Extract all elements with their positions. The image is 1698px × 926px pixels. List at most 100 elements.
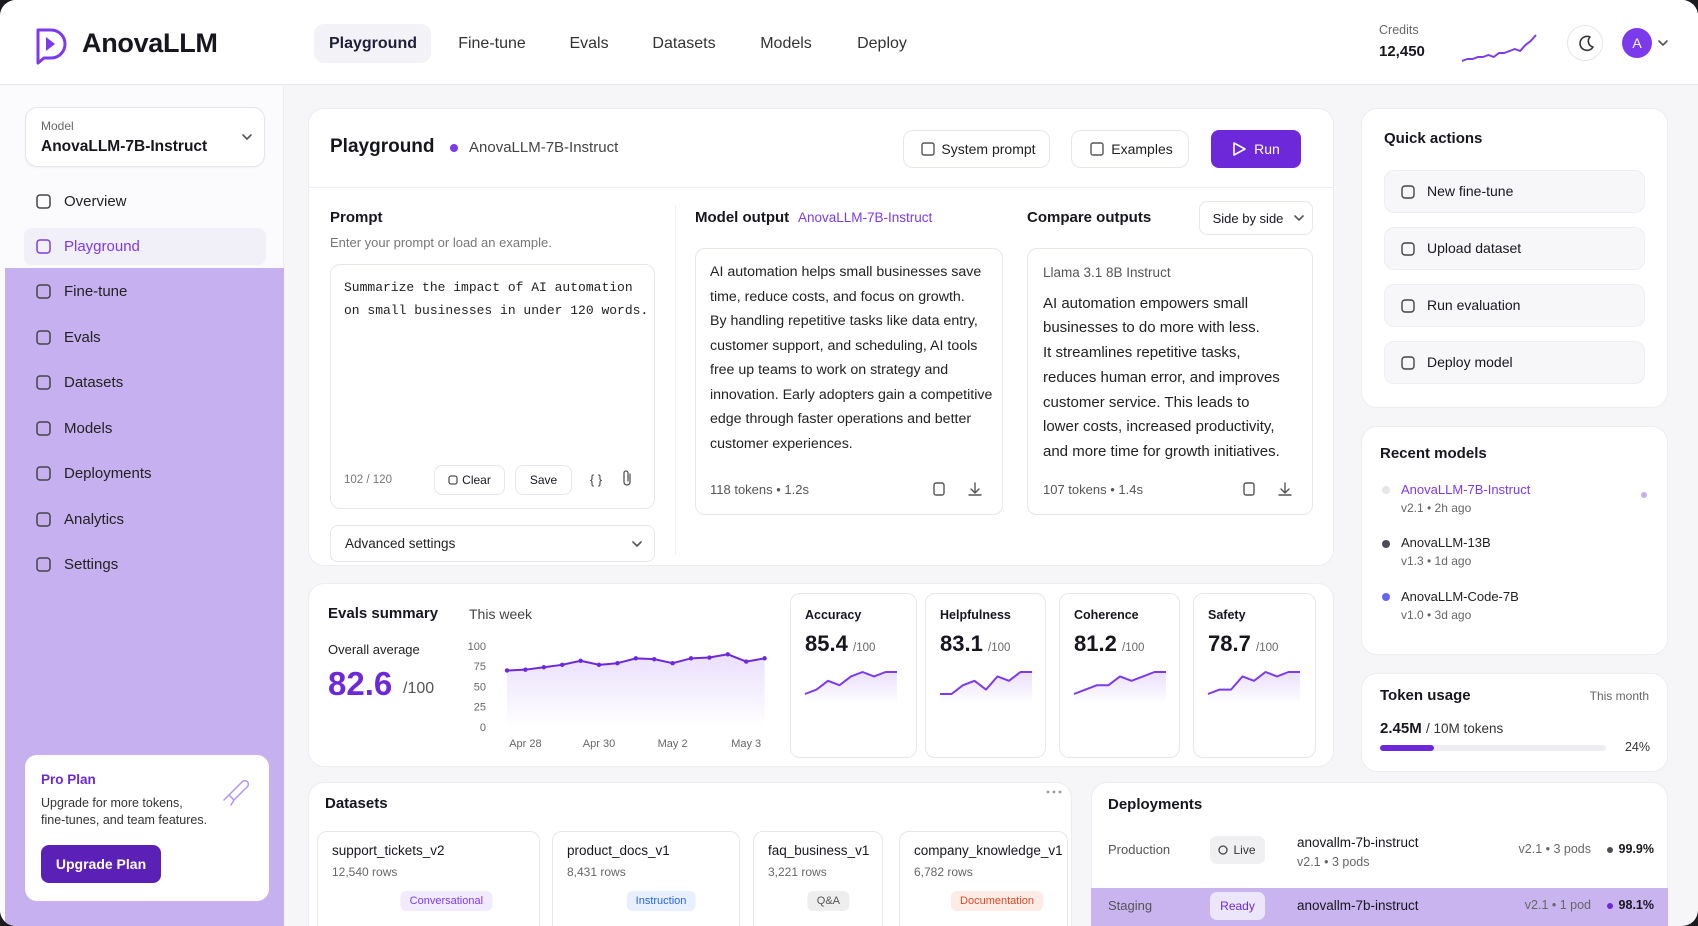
- compare-meta: 107 tokens • 1.4s: [1043, 481, 1143, 497]
- divider: [675, 205, 676, 555]
- deployment-name: anovallm-7b-instruct: [1297, 834, 1419, 850]
- sidebar-menu-item[interactable]: Settings: [64, 555, 119, 573]
- dataset-tag: Conversational: [400, 891, 493, 911]
- metric-unit: /100: [853, 641, 876, 654]
- metric-score: 81.2: [1074, 631, 1117, 657]
- recent-models-card: [1361, 426, 1668, 655]
- nav-active-bg: [314, 24, 431, 63]
- compare-title: Compare outputs: [1027, 208, 1152, 226]
- recent-model-name: AnovaLLM-7B-Instruct: [1401, 481, 1531, 497]
- sidebar-menu-item[interactable]: Fine-tune: [64, 282, 128, 300]
- metric-score: 85.4: [805, 631, 848, 657]
- deployment-meta: v2.1 • 1 pod: [1524, 898, 1591, 913]
- dataset-name: faq_business_v1: [768, 842, 870, 858]
- compare-text: and more time for growth initiatives.: [1043, 442, 1280, 460]
- metric-unit: /100: [1256, 641, 1279, 654]
- nav-item[interactable]: Evals: [569, 35, 609, 53]
- output-box: [695, 248, 1003, 515]
- compare-mode-select[interactable]: Side by side: [1199, 201, 1313, 235]
- selected-dot[interactable]: [1641, 492, 1647, 498]
- recent-model-name: AnovaLLM-Code-7B: [1401, 588, 1519, 604]
- save-button[interactable]: Save: [515, 465, 572, 495]
- metric-score: 78.7: [1208, 631, 1251, 657]
- pro-text: Upgrade for more tokens,: [41, 796, 183, 811]
- quick-action-label[interactable]: New fine-tune: [1427, 183, 1514, 200]
- token-period: This month: [1589, 688, 1649, 703]
- model-dot: [1382, 593, 1390, 601]
- metric-name: Safety: [1208, 608, 1246, 623]
- nav-item[interactable]: Datasets: [652, 35, 716, 53]
- tokens-total: / 10M tokens: [1426, 720, 1504, 736]
- recent-model-meta: v2.1 • 2h ago: [1401, 500, 1472, 515]
- metric-name: Coherence: [1074, 608, 1139, 623]
- nav-item[interactable]: Playground: [328, 35, 418, 53]
- compare-text: reduces human error, and improves: [1043, 368, 1280, 386]
- metric-unit: /100: [1122, 641, 1145, 654]
- quick-action-button[interactable]: [1384, 284, 1645, 327]
- dataset-rows: 3,221 rows: [768, 864, 827, 879]
- run-button[interactable]: Run: [1211, 130, 1301, 168]
- output-text: free up teams to work on strategy and: [710, 362, 949, 379]
- clear-button[interactable]: Clear: [434, 465, 505, 495]
- dataset-tag: Q&A: [807, 891, 850, 911]
- deployment-env: Production: [1108, 841, 1171, 857]
- sidebar-menu-item[interactable]: Deployments: [64, 464, 152, 482]
- dataset-rows: 12,540 rows: [332, 864, 398, 879]
- system-prompt-button[interactable]: System prompt: [903, 130, 1050, 168]
- deployment-status: Live: [1210, 836, 1265, 864]
- quick-action-button[interactable]: [1384, 341, 1645, 384]
- output-model: AnovaLLM-7B-Instruct: [798, 209, 933, 225]
- format-toggle[interactable]: { }: [589, 471, 603, 487]
- sidebar-menu-item[interactable]: Playground: [64, 237, 140, 255]
- output-text: edge through faster operations and bette…: [710, 411, 972, 428]
- sidebar-menu-item[interactable]: Analytics: [64, 510, 125, 528]
- metric-unit: /100: [988, 641, 1011, 654]
- nav-item[interactable]: Fine-tune: [458, 35, 526, 53]
- sidebar-menu-item[interactable]: Evals: [64, 328, 101, 346]
- playground-title: Playground: [330, 136, 435, 158]
- upgrade-button[interactable]: Upgrade Plan: [41, 845, 161, 883]
- model-select[interactable]: [25, 107, 265, 167]
- sidebar-menu-item[interactable]: Models: [64, 419, 113, 437]
- brand: AnovaLLM: [82, 28, 218, 59]
- credits-value: 12,450: [1379, 42, 1425, 60]
- output-text: innovation. Early adopters gain a compet…: [710, 386, 993, 403]
- sidebar-menu-item[interactable]: Overview: [64, 192, 127, 210]
- prompt-text: Summarize the impact of AI automation: [344, 279, 633, 295]
- prompt-text: on small businesses in under 120 words.: [344, 302, 649, 318]
- nav-item[interactable]: Deploy: [857, 35, 907, 53]
- deployment-name: anovallm-7b-instruct: [1297, 897, 1419, 913]
- dataset-name: company_knowledge_v1: [914, 842, 1063, 858]
- usage-percent: 24%: [1624, 740, 1650, 755]
- avatar-button[interactable]: A: [1622, 28, 1652, 58]
- quick-action-label[interactable]: Deploy model: [1427, 354, 1513, 371]
- deployment-meta: v2.1 • 3 pods: [1518, 842, 1591, 857]
- advanced-settings-select[interactable]: [330, 525, 655, 562]
- sidebar-menu-item[interactable]: Datasets: [64, 373, 124, 391]
- usage-bar: [1380, 745, 1435, 751]
- nav-item[interactable]: Models: [760, 35, 812, 53]
- model-dot: [1382, 539, 1390, 548]
- chart-title: This week: [469, 606, 533, 623]
- quick-action-label[interactable]: Run evaluation: [1427, 297, 1521, 314]
- average-unit: /100: [403, 680, 435, 698]
- compare-text: customer service. This leads to: [1043, 393, 1250, 411]
- examples-button[interactable]: Examples: [1071, 130, 1189, 168]
- quick-action-label[interactable]: Upload dataset: [1427, 240, 1522, 257]
- quick-action-button[interactable]: [1384, 227, 1645, 270]
- model-name: AnovaLLM-7B-Instruct: [41, 138, 208, 156]
- dataset-name: support_tickets_v2: [332, 842, 445, 858]
- datasets-title: Datasets: [325, 794, 388, 812]
- theme-toggle[interactable]: [1567, 25, 1603, 61]
- token-usage-title: Token usage: [1380, 686, 1471, 704]
- evals-title: Evals summary: [328, 604, 439, 622]
- deployment-uptime: 99.9%: [1618, 842, 1654, 857]
- compare-text: AI automation empowers small: [1043, 294, 1249, 312]
- token-usage-card: [1361, 673, 1668, 772]
- quick-actions-title[interactable]: Quick actions: [1384, 129, 1483, 147]
- deployments-title: Deployments: [1108, 795, 1203, 813]
- dataset-rows: 8,431 rows: [567, 864, 626, 879]
- output-text: AI automation helps small businesses sav…: [710, 264, 982, 281]
- quick-action-button[interactable]: [1384, 170, 1645, 213]
